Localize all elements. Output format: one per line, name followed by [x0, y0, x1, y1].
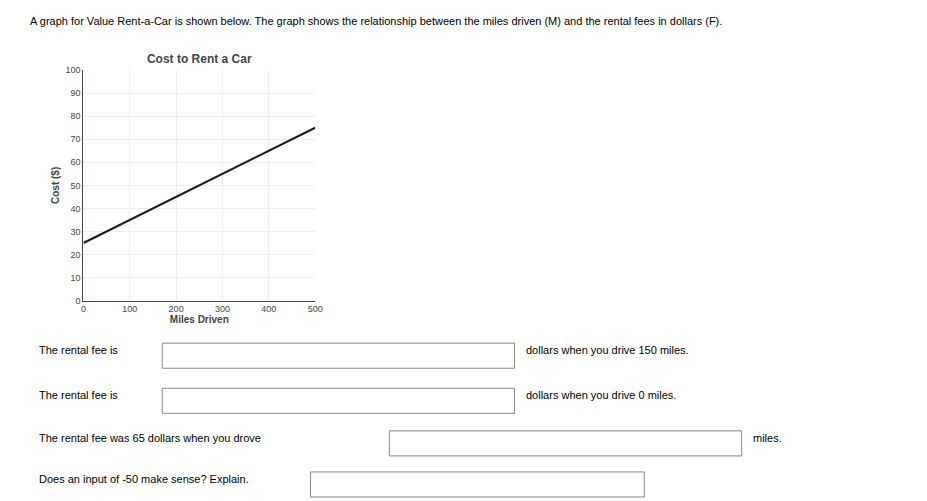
svg-text:The rental fee is: The rental fee is: [39, 389, 118, 401]
svg-text:A graph for Value Rent-a-Car i: A graph for Value Rent-a-Car is shown be…: [30, 15, 722, 27]
svg-text:100: 100: [122, 304, 137, 314]
svg-text:The rental fee is: The rental fee is: [39, 344, 118, 356]
svg-text:300: 300: [215, 304, 230, 314]
svg-text:dollars when you drive 0 miles: dollars when you drive 0 miles.: [526, 389, 676, 401]
svg-text:200: 200: [169, 304, 184, 314]
svg-text:20: 20: [71, 250, 81, 260]
svg-text:0: 0: [81, 304, 86, 314]
svg-text:0: 0: [76, 296, 81, 306]
svg-text:Does an input of -50 make sens: Does an input of -50 make sense? Explain…: [39, 473, 249, 485]
svg-text:90: 90: [71, 88, 81, 98]
svg-text:40: 40: [71, 204, 81, 214]
svg-text:50: 50: [71, 181, 81, 191]
svg-text:10: 10: [71, 273, 81, 283]
svg-text:Miles Driven: Miles Driven: [170, 314, 229, 325]
svg-text:60: 60: [71, 157, 81, 167]
svg-text:Cost to Rent a Car: Cost to Rent a Car: [147, 52, 252, 66]
svg-text:miles.: miles.: [753, 432, 782, 444]
svg-text:70: 70: [71, 134, 81, 144]
svg-text:Cost ($): Cost ($): [50, 167, 61, 204]
svg-text:500: 500: [308, 304, 323, 314]
svg-text:80: 80: [71, 111, 81, 121]
svg-text:30: 30: [71, 227, 81, 237]
svg-text:The rental fee was 65 dollars: The rental fee was 65 dollars when you d…: [39, 432, 261, 444]
svg-text:100: 100: [66, 65, 81, 75]
svg-text:400: 400: [261, 304, 276, 314]
svg-text:dollars when you drive 150 mil: dollars when you drive 150 miles.: [526, 344, 689, 356]
